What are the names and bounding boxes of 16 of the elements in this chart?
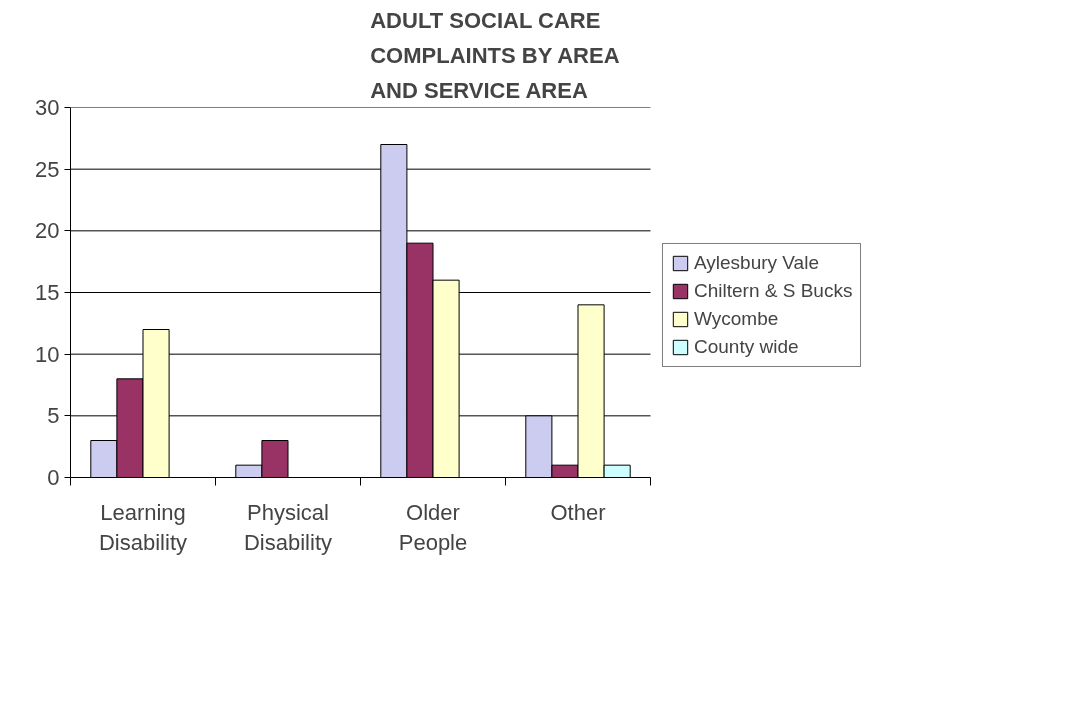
legend-label: County wide (694, 336, 799, 358)
x-tick-label: Older People (398, 499, 468, 555)
legend-label: Aylesbury Vale (694, 252, 819, 274)
y-tick-label: 25 (35, 156, 60, 182)
chart-title: ADULT SOCIAL CARE COMPLAINTS BY AREA AND SERVICE AREA (370, 7, 620, 103)
y-tick-label: 30 (35, 95, 60, 120)
x-tick-label: Other (550, 499, 606, 525)
legend-label: Wycombe (694, 308, 779, 330)
y-tick-label: 5 (47, 403, 60, 429)
y-tick-label: 20 (35, 218, 60, 244)
y-tick-label: 0 (47, 465, 60, 490)
y-tick-label: 10 (35, 341, 60, 367)
x-tick-label: Learning Disability (98, 499, 188, 555)
y-tick-label: 15 (35, 280, 60, 305)
legend-label: Chiltern & S Bucks (694, 280, 853, 302)
x-tick-label: Physical Disability (243, 499, 333, 555)
